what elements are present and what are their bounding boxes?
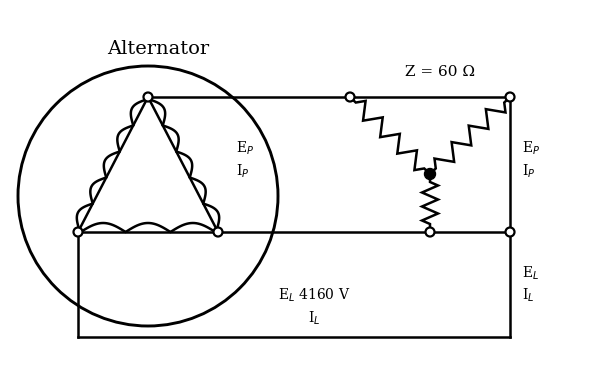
Text: E$_P$
I$_P$: E$_P$ I$_P$ <box>522 140 540 180</box>
Circle shape <box>424 169 435 180</box>
Circle shape <box>506 227 514 236</box>
Circle shape <box>506 93 514 102</box>
Text: Z = 60 Ω: Z = 60 Ω <box>405 65 475 79</box>
Circle shape <box>74 227 83 236</box>
Circle shape <box>214 227 222 236</box>
Text: E$_P$
I$_P$: E$_P$ I$_P$ <box>236 140 254 180</box>
Text: E$_L$ 4160 V
I$_L$: E$_L$ 4160 V I$_L$ <box>278 287 350 327</box>
Circle shape <box>346 93 355 102</box>
Text: E$_L$
I$_L$: E$_L$ I$_L$ <box>522 265 539 305</box>
Circle shape <box>143 93 152 102</box>
Text: Alternator: Alternator <box>107 40 209 58</box>
Circle shape <box>425 227 434 236</box>
